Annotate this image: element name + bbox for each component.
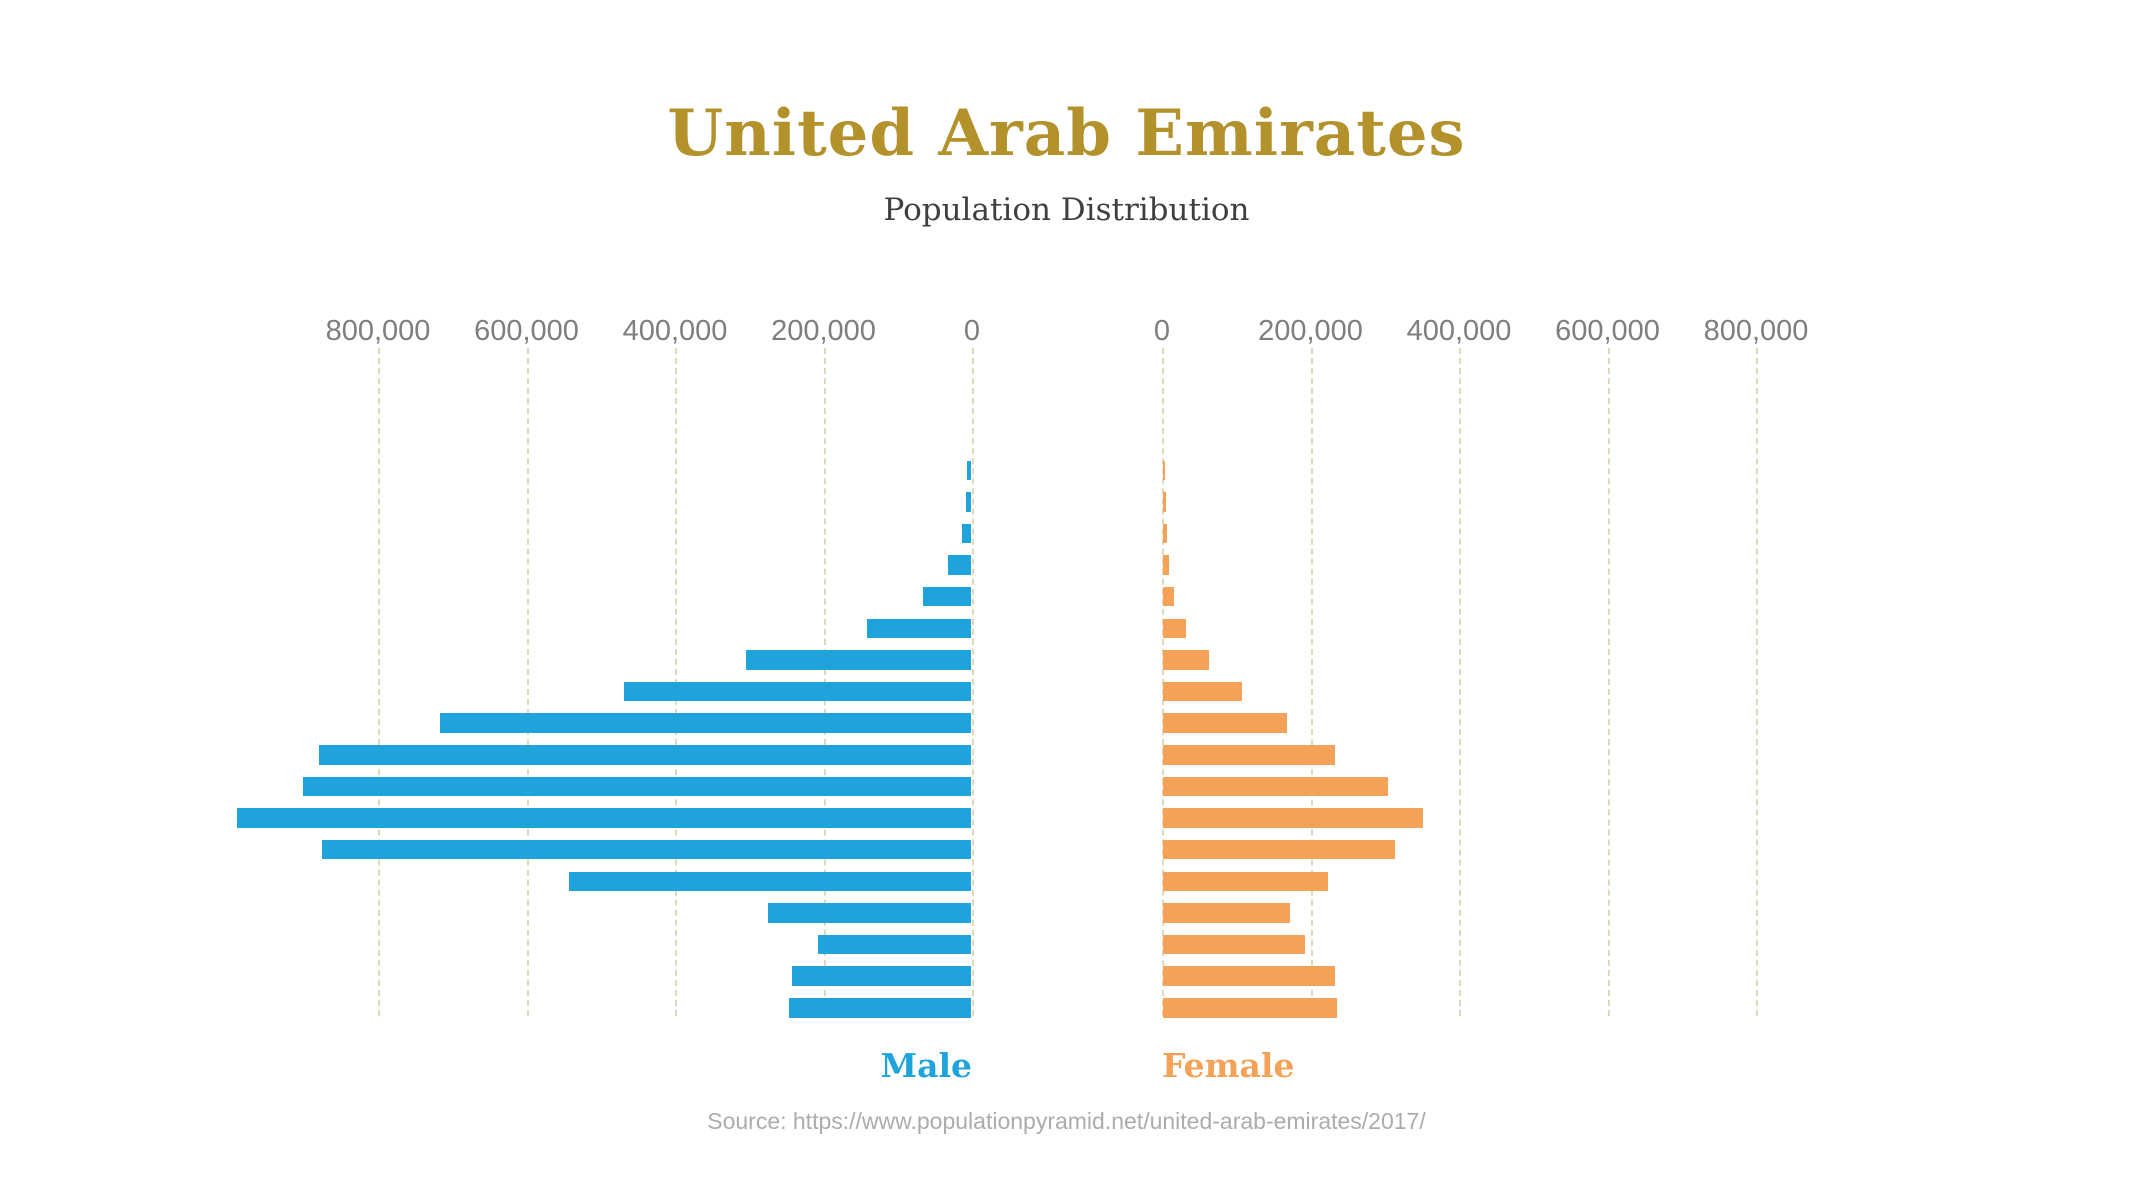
female-bar-row-0	[1163, 460, 1166, 480]
male-bar-row-8	[440, 713, 971, 733]
x-tick-label-female: 200,000	[1258, 315, 1363, 347]
gridline-male-800000	[378, 348, 380, 1016]
source-text: Source: https://www.populationpyramid.ne…	[707, 1108, 1426, 1134]
male-bar-row-13	[569, 871, 971, 892]
x-tick-label-female: 0	[1153, 315, 1171, 347]
female-bar-row-11	[1163, 808, 1423, 828]
female-bar-row-15	[1163, 934, 1305, 955]
female-bar-row-4	[1163, 586, 1175, 607]
male-bar-row-9	[319, 745, 971, 765]
legend-female-label: Female	[1162, 1046, 1295, 1085]
female-bar-row-13	[1163, 871, 1328, 892]
page-subtitle: Population Distribution	[883, 192, 1250, 228]
male-bar-row-11	[237, 808, 971, 828]
male-bar-row-1	[965, 492, 971, 512]
gridline-male-600000	[526, 348, 529, 1016]
female-bar-row-14	[1163, 903, 1290, 923]
female-bar-row-2	[1163, 523, 1167, 544]
male-bar-row-12	[322, 839, 971, 860]
page-title: United Arab Emirates	[667, 96, 1466, 171]
male-bar-row-0	[967, 460, 971, 480]
male-bar-row-14	[768, 903, 971, 923]
female-bar-row-1	[1163, 492, 1166, 512]
legend-male-label: Male	[880, 1046, 972, 1085]
male-bar-row-7	[624, 681, 971, 702]
x-tick-label-male: 800,000	[325, 315, 431, 347]
gridline-female-400000	[1459, 348, 1461, 1016]
x-tick-label-male: 0	[963, 315, 981, 347]
female-bar-row-17	[1163, 998, 1338, 1018]
male-bar-row-16	[792, 966, 971, 986]
x-tick-label-male: 600,000	[474, 315, 579, 347]
gridline-female-800000	[1756, 348, 1758, 1016]
gridline-female-600000	[1607, 348, 1610, 1016]
female-bar-row-9	[1163, 745, 1336, 765]
female-bar-row-6	[1163, 650, 1210, 670]
female-bar-row-7	[1163, 681, 1242, 702]
female-bar-row-8	[1163, 713, 1287, 733]
x-tick-label-female: 800,000	[1703, 315, 1809, 347]
male-bar-row-6	[746, 650, 971, 670]
x-tick-label-male: 200,000	[771, 315, 876, 347]
male-bar-row-2	[962, 523, 971, 544]
female-bar-row-12	[1163, 839, 1396, 860]
female-bar-row-16	[1163, 966, 1335, 986]
male-bar-row-3	[947, 555, 971, 575]
gridline-male-0	[972, 348, 974, 1016]
male-bar-row-4	[922, 586, 971, 607]
x-tick-label-male: 400,000	[622, 315, 728, 347]
gridline-female-200000	[1310, 348, 1313, 1016]
male-bar-row-15	[818, 934, 971, 955]
x-tick-label-female: 400,000	[1406, 315, 1512, 347]
female-bar-row-10	[1163, 776, 1388, 797]
male-bar-row-5	[867, 618, 971, 639]
male-bar-row-17	[789, 998, 971, 1018]
female-bar-row-3	[1163, 555, 1169, 575]
female-bar-row-5	[1163, 618, 1187, 639]
x-tick-label-female: 600,000	[1555, 315, 1660, 347]
male-bar-row-10	[302, 776, 971, 797]
